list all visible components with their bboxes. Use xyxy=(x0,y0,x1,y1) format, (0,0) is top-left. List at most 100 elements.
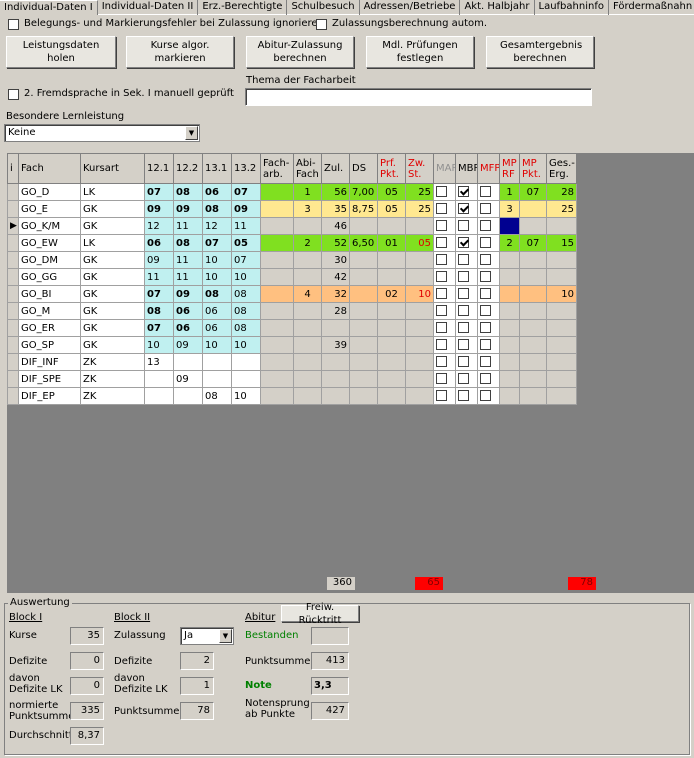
zul-cell[interactable]: 56 xyxy=(321,183,350,201)
lernleistung-select[interactable]: Keine ▼ xyxy=(4,124,200,142)
grade-cell[interactable]: 10 xyxy=(144,336,174,354)
fach-cell[interactable]: GO_E xyxy=(18,200,81,218)
row-indicator[interactable] xyxy=(7,268,19,286)
grade-cell[interactable]: 05 xyxy=(231,234,261,252)
mp-pkt-cell[interactable] xyxy=(519,302,547,320)
column-header[interactable]: 12.1 xyxy=(144,153,174,184)
prf-cell[interactable] xyxy=(377,251,406,269)
tab-6[interactable]: Laufbahninfo xyxy=(535,0,609,15)
mfp-checkbox[interactable] xyxy=(480,288,491,300)
mbp-cell[interactable] xyxy=(455,234,478,252)
grade-cell[interactable]: 10 xyxy=(231,387,261,405)
row-indicator[interactable] xyxy=(7,336,19,354)
grade-cell[interactable]: 09 xyxy=(231,200,261,218)
kursart-cell[interactable]: GK xyxy=(80,336,145,354)
map-cell[interactable] xyxy=(433,319,456,337)
map-cell[interactable] xyxy=(433,217,456,235)
column-header[interactable]: MFP xyxy=(477,153,500,184)
mp-pkt-cell[interactable] xyxy=(519,336,547,354)
ges-erg-cell[interactable] xyxy=(546,251,577,269)
zw-cell[interactable]: 25 xyxy=(405,200,434,218)
column-header[interactable]: 13.1 xyxy=(202,153,232,184)
grade-cell[interactable]: 10 xyxy=(202,268,232,286)
mp-rf-cell[interactable] xyxy=(499,302,520,320)
column-header[interactable]: Zul. xyxy=(321,153,350,184)
map-checkbox[interactable] xyxy=(436,322,447,334)
ds-cell[interactable]: 7,00 xyxy=(349,183,378,201)
mbp-cell[interactable] xyxy=(455,285,478,303)
withdraw-button[interactable]: Freiw. Rücktritt xyxy=(281,602,359,626)
ges-erg-cell[interactable] xyxy=(546,268,577,286)
kursart-cell[interactable]: GK xyxy=(80,200,145,218)
mfp-checkbox[interactable] xyxy=(480,373,491,385)
zul-cell[interactable]: 46 xyxy=(321,217,350,235)
map-checkbox[interactable] xyxy=(436,271,447,283)
abi-fach-cell[interactable] xyxy=(293,217,322,235)
table-row[interactable]: ▶ GO_K/M GK 12 11 12 11 46 xyxy=(7,217,577,235)
column-header[interactable]: Fach-arb. xyxy=(260,153,294,184)
row-indicator[interactable] xyxy=(7,234,19,252)
mfp-checkbox[interactable] xyxy=(480,322,491,334)
grade-cell[interactable] xyxy=(231,370,261,388)
zw-cell[interactable] xyxy=(405,370,434,388)
ds-cell[interactable] xyxy=(349,319,378,337)
mfp-checkbox[interactable] xyxy=(480,339,491,351)
abitur-admission-button[interactable]: Abitur-Zulassung berechnen xyxy=(246,36,354,68)
ges-erg-cell[interactable] xyxy=(546,302,577,320)
zw-cell[interactable]: 05 xyxy=(405,234,434,252)
facharbeit-cell[interactable] xyxy=(260,353,294,371)
map-cell[interactable] xyxy=(433,234,456,252)
mp-pkt-cell[interactable] xyxy=(519,200,547,218)
grade-cell[interactable]: 09 xyxy=(173,200,203,218)
zul-cell[interactable]: 35 xyxy=(321,200,350,218)
prf-cell[interactable] xyxy=(377,268,406,286)
ges-erg-cell[interactable]: 15 xyxy=(546,234,577,252)
column-header[interactable]: Prf. Pkt. xyxy=(377,153,406,184)
grade-cell[interactable] xyxy=(231,353,261,371)
mfp-cell[interactable] xyxy=(477,268,500,286)
prf-cell[interactable] xyxy=(377,302,406,320)
fach-cell[interactable]: GO_ER xyxy=(18,319,81,337)
ds-cell[interactable] xyxy=(349,336,378,354)
map-cell[interactable] xyxy=(433,353,456,371)
ges-erg-cell[interactable]: 28 xyxy=(546,183,577,201)
mbp-cell[interactable] xyxy=(455,302,478,320)
prf-cell[interactable]: 05 xyxy=(377,183,406,201)
grade-cell[interactable]: 09 xyxy=(144,200,174,218)
abi-fach-cell[interactable]: 3 xyxy=(293,200,322,218)
abi-fach-cell[interactable] xyxy=(293,353,322,371)
mbp-checkbox[interactable] xyxy=(458,356,469,368)
zulassung-select[interactable]: Ja ▼ xyxy=(180,627,234,645)
zul-cell[interactable] xyxy=(321,370,350,388)
mfp-cell[interactable] xyxy=(477,336,500,354)
grade-cell[interactable]: 06 xyxy=(173,319,203,337)
table-row[interactable]: GO_BI GK 07 09 08 08 4 32 02 10 10 xyxy=(7,285,577,303)
facharbeit-cell[interactable] xyxy=(260,183,294,201)
row-indicator[interactable] xyxy=(7,370,19,388)
zw-cell[interactable] xyxy=(405,387,434,405)
grade-cell[interactable]: 08 xyxy=(202,200,232,218)
grade-cell[interactable]: 11 xyxy=(173,251,203,269)
map-cell[interactable] xyxy=(433,336,456,354)
mbp-cell[interactable] xyxy=(455,387,478,405)
mp-pkt-cell[interactable] xyxy=(519,251,547,269)
ges-erg-cell[interactable] xyxy=(546,217,577,235)
table-row[interactable]: GO_ER GK 07 06 06 08 xyxy=(7,319,577,337)
table-row[interactable]: GO_DM GK 09 11 10 07 30 xyxy=(7,251,577,269)
grade-cell[interactable]: 09 xyxy=(173,336,203,354)
table-row[interactable]: GO_M GK 08 06 06 08 28 xyxy=(7,302,577,320)
facharbeit-cell[interactable] xyxy=(260,268,294,286)
mbp-cell[interactable] xyxy=(455,200,478,218)
total-result-button[interactable]: Gesamtergebnis berechnen xyxy=(486,36,594,68)
map-checkbox[interactable] xyxy=(436,186,447,198)
abi-fach-cell[interactable] xyxy=(293,370,322,388)
grade-cell[interactable]: 12 xyxy=(202,217,232,235)
grade-cell[interactable]: 10 xyxy=(202,336,232,354)
table-row[interactable]: GO_GG GK 11 11 10 10 42 xyxy=(7,268,577,286)
grade-cell[interactable]: 11 xyxy=(231,217,261,235)
prf-cell[interactable] xyxy=(377,336,406,354)
tab-7[interactable]: Fördermaßnahn xyxy=(609,0,694,15)
fach-cell[interactable]: GO_DM xyxy=(18,251,81,269)
column-header[interactable]: 13.2 xyxy=(231,153,261,184)
ges-erg-cell[interactable]: 10 xyxy=(546,285,577,303)
